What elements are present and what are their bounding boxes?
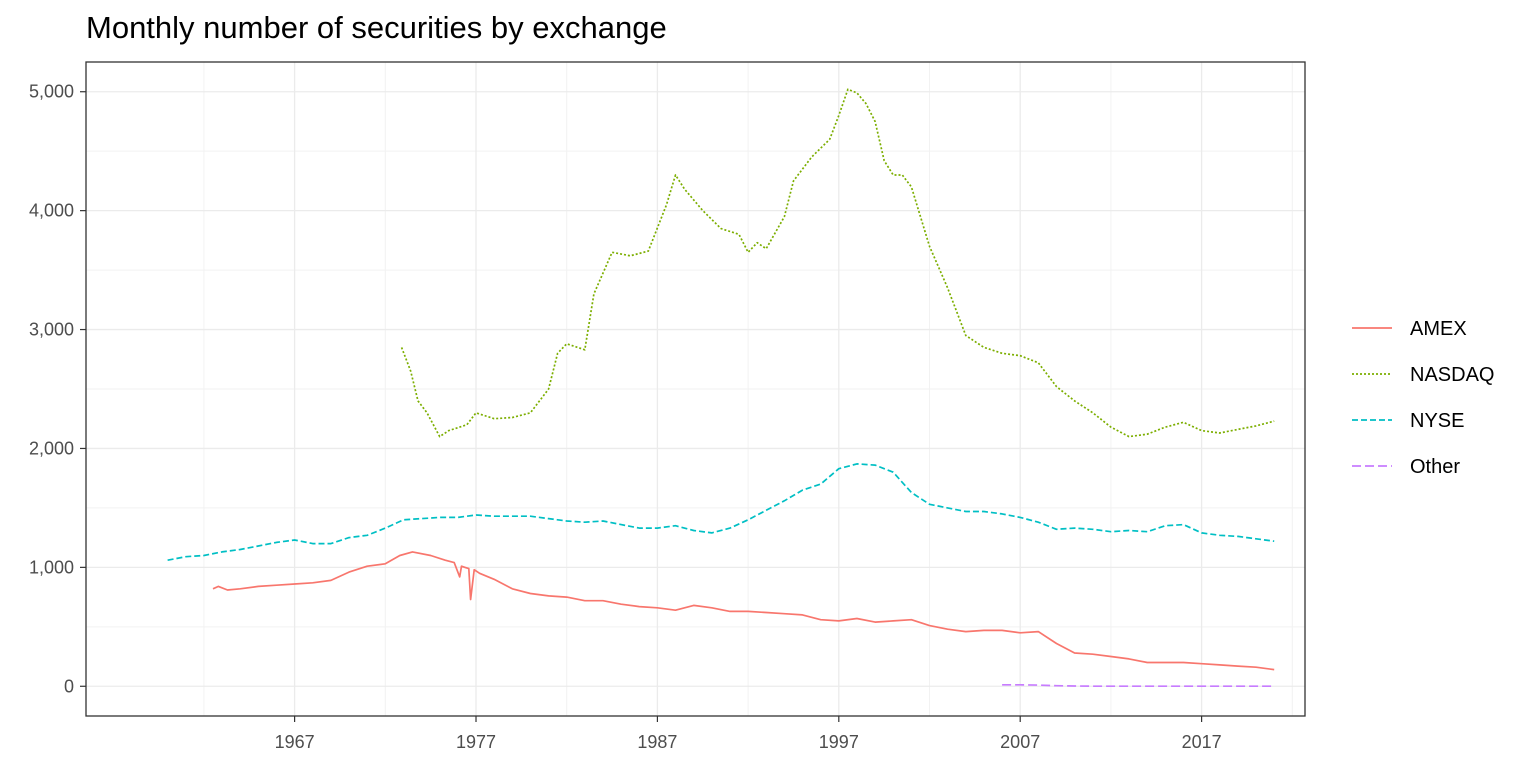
y-tick-label: 0 xyxy=(64,676,74,696)
y-tick-label: 2,000 xyxy=(29,438,74,458)
y-tick-label: 1,000 xyxy=(29,557,74,577)
grid-lines xyxy=(86,62,1305,716)
x-tick-label: 2017 xyxy=(1182,732,1222,752)
axes: 0 1,000 2,000 3,000 4,000 5,000 1967 1977 1987 19… xyxy=(29,82,1222,752)
legend-label-nyse: NYSE xyxy=(1410,410,1464,432)
x-tick-label: 1977 xyxy=(456,732,496,752)
legend-label-amex: AMEX xyxy=(1410,318,1467,340)
series-line-other xyxy=(1002,683,1275,688)
y-tick-label: 3,000 xyxy=(29,320,74,340)
legend: AMEX NASDAQ NYSE Other xyxy=(1352,318,1494,478)
legend-label-nasdaq: NASDAQ xyxy=(1410,364,1494,386)
y-tick-label: 4,000 xyxy=(29,201,74,221)
series-line-nasdaq xyxy=(400,88,1275,438)
series-line-nyse xyxy=(167,463,1275,562)
series-lines xyxy=(167,88,1275,688)
y-tick-label: 5,000 xyxy=(29,82,74,102)
plot-panel-border xyxy=(85,61,1306,717)
x-tick-label: 1987 xyxy=(637,732,677,752)
x-tick-label: 1967 xyxy=(275,732,315,752)
legend-label-other: Other xyxy=(1410,456,1460,478)
series-line-amex xyxy=(212,551,1275,671)
x-tick-label: 2007 xyxy=(1000,732,1040,752)
chart-title: Monthly number of securities by exchange xyxy=(86,10,667,45)
x-tick-label: 1997 xyxy=(819,732,859,752)
